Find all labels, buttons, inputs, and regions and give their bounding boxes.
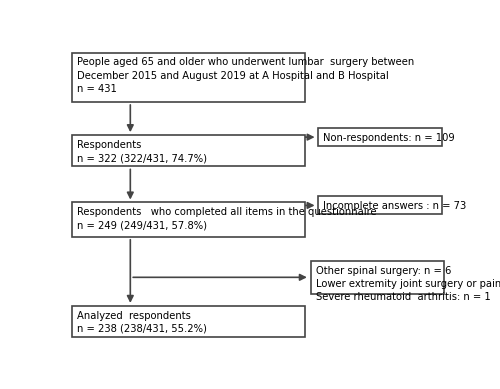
Text: Respondents   who completed all items in the questionnaire
n = 249 (249/431, 57.: Respondents who completed all items in t… [77, 207, 377, 230]
Text: People aged 65 and older who underwent lumbar  surgery between
December 2015 and: People aged 65 and older who underwent l… [77, 58, 414, 94]
FancyBboxPatch shape [310, 261, 444, 294]
Text: Non-respondents: n = 109: Non-respondents: n = 109 [324, 133, 455, 143]
Text: Other spinal surgery: n = 6
Lower extremity joint surgery or pain: n = 4
Severe : Other spinal surgery: n = 6 Lower extrem… [316, 266, 500, 302]
FancyBboxPatch shape [318, 196, 442, 214]
FancyBboxPatch shape [318, 128, 442, 146]
FancyBboxPatch shape [72, 135, 304, 166]
Text: Incomplete answers : n = 73: Incomplete answers : n = 73 [324, 201, 466, 211]
Text: Analyzed  respondents
n = 238 (238/431, 55.2%): Analyzed respondents n = 238 (238/431, 5… [77, 310, 207, 334]
FancyBboxPatch shape [72, 202, 304, 237]
FancyBboxPatch shape [72, 53, 304, 102]
FancyBboxPatch shape [72, 306, 304, 337]
Text: Respondents
n = 322 (322/431, 74.7%): Respondents n = 322 (322/431, 74.7%) [77, 140, 207, 163]
